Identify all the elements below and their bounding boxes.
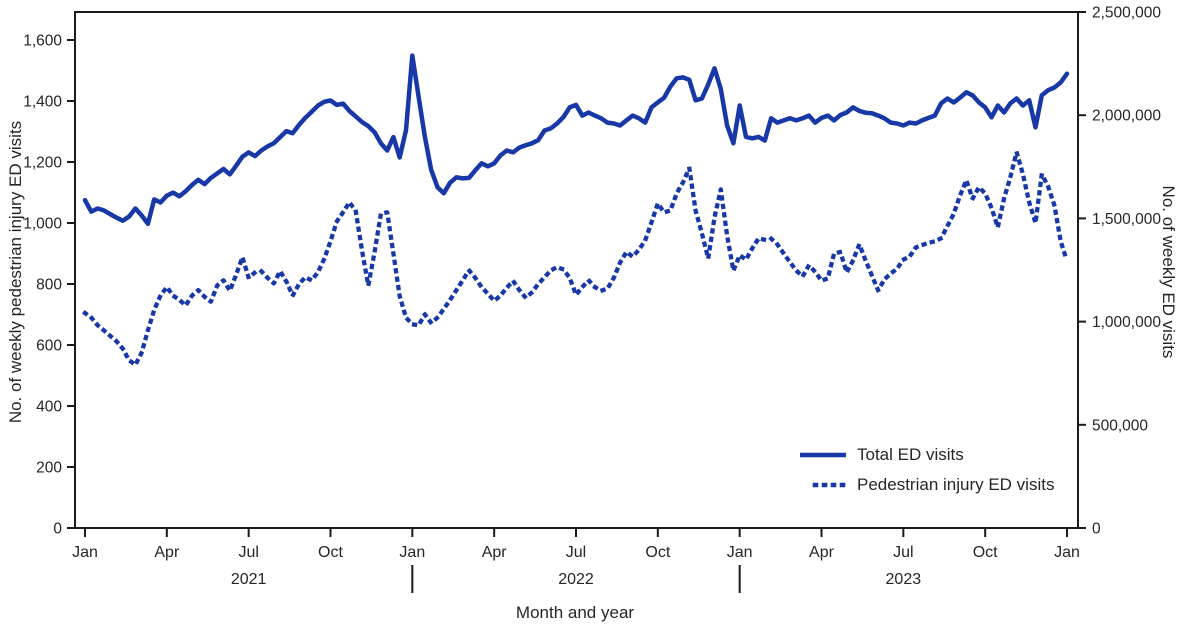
left-axis-tick-label: 200 — [36, 460, 62, 477]
left-axis-tick-label: 0 — [53, 521, 62, 538]
legend-label-pedestrian: Pedestrian injury ED visits — [857, 474, 1055, 494]
right-axis-tick-label: 500,000 — [1092, 417, 1148, 434]
left-axis-tick-label: 1,200 — [23, 155, 62, 172]
left-axis-tick-label: 600 — [36, 338, 62, 355]
right-axis-tick-label: 2,000,000 — [1092, 108, 1161, 125]
left-axis-tick-label: 800 — [36, 277, 62, 294]
x-axis-month-label: Apr — [154, 544, 180, 561]
x-axis-month-label: Jul — [238, 544, 258, 561]
right-axis-tick-label: 1,500,000 — [1092, 211, 1161, 228]
right-axis-tick-label: 1,000,000 — [1092, 314, 1161, 331]
legend-label-total: Total ED visits — [857, 444, 964, 464]
x-axis-month-label: Jan — [399, 544, 425, 561]
x-axis-month-label: Jan — [1054, 544, 1080, 561]
x-axis-year-label: 2021 — [231, 571, 267, 588]
x-axis-month-label: Oct — [318, 544, 343, 561]
x-axis-month-label: Oct — [645, 544, 670, 561]
chart-legend: Total ED visits Pedestrian injury ED vis… — [799, 444, 1054, 495]
left-axis-tick-label: 400 — [36, 399, 62, 416]
solid-line-icon — [799, 452, 847, 458]
left-axis-tick-label: 1,400 — [23, 94, 62, 111]
x-axis-month-label: Oct — [973, 544, 998, 561]
x-axis-month-label: Jul — [566, 544, 586, 561]
right-axis-tick-label: 2,500,000 — [1092, 5, 1161, 22]
left-axis-title: No. of weekly pedestrian injury ED visit… — [6, 120, 25, 424]
pedestrian-injury-series-line — [81, 150, 1070, 367]
x-axis-year-label: 2023 — [886, 571, 922, 588]
left-axis-tick-label: 1,000 — [23, 216, 62, 233]
x-axis-month-label: Apr — [809, 544, 835, 561]
dotted-line-icon — [799, 482, 847, 488]
x-axis-month-label: Jan — [72, 544, 98, 561]
left-axis-tick-label: 1,600 — [23, 33, 62, 50]
x-axis-title: Month and year — [515, 603, 635, 622]
x-axis-month-label: Jan — [727, 544, 753, 561]
legend-item-total: Total ED visits — [799, 444, 1054, 465]
x-axis-month-label: Apr — [482, 544, 508, 561]
total-ed-visits-series-line — [82, 53, 1070, 227]
x-axis-year-label: 2022 — [558, 571, 594, 588]
x-axis-month-label: Jul — [893, 544, 913, 561]
right-axis-tick-label: 0 — [1092, 521, 1101, 538]
right-axis-title: No. of weekly ED visits — [1159, 185, 1178, 359]
legend-item-pedestrian: Pedestrian injury ED visits — [799, 474, 1054, 495]
